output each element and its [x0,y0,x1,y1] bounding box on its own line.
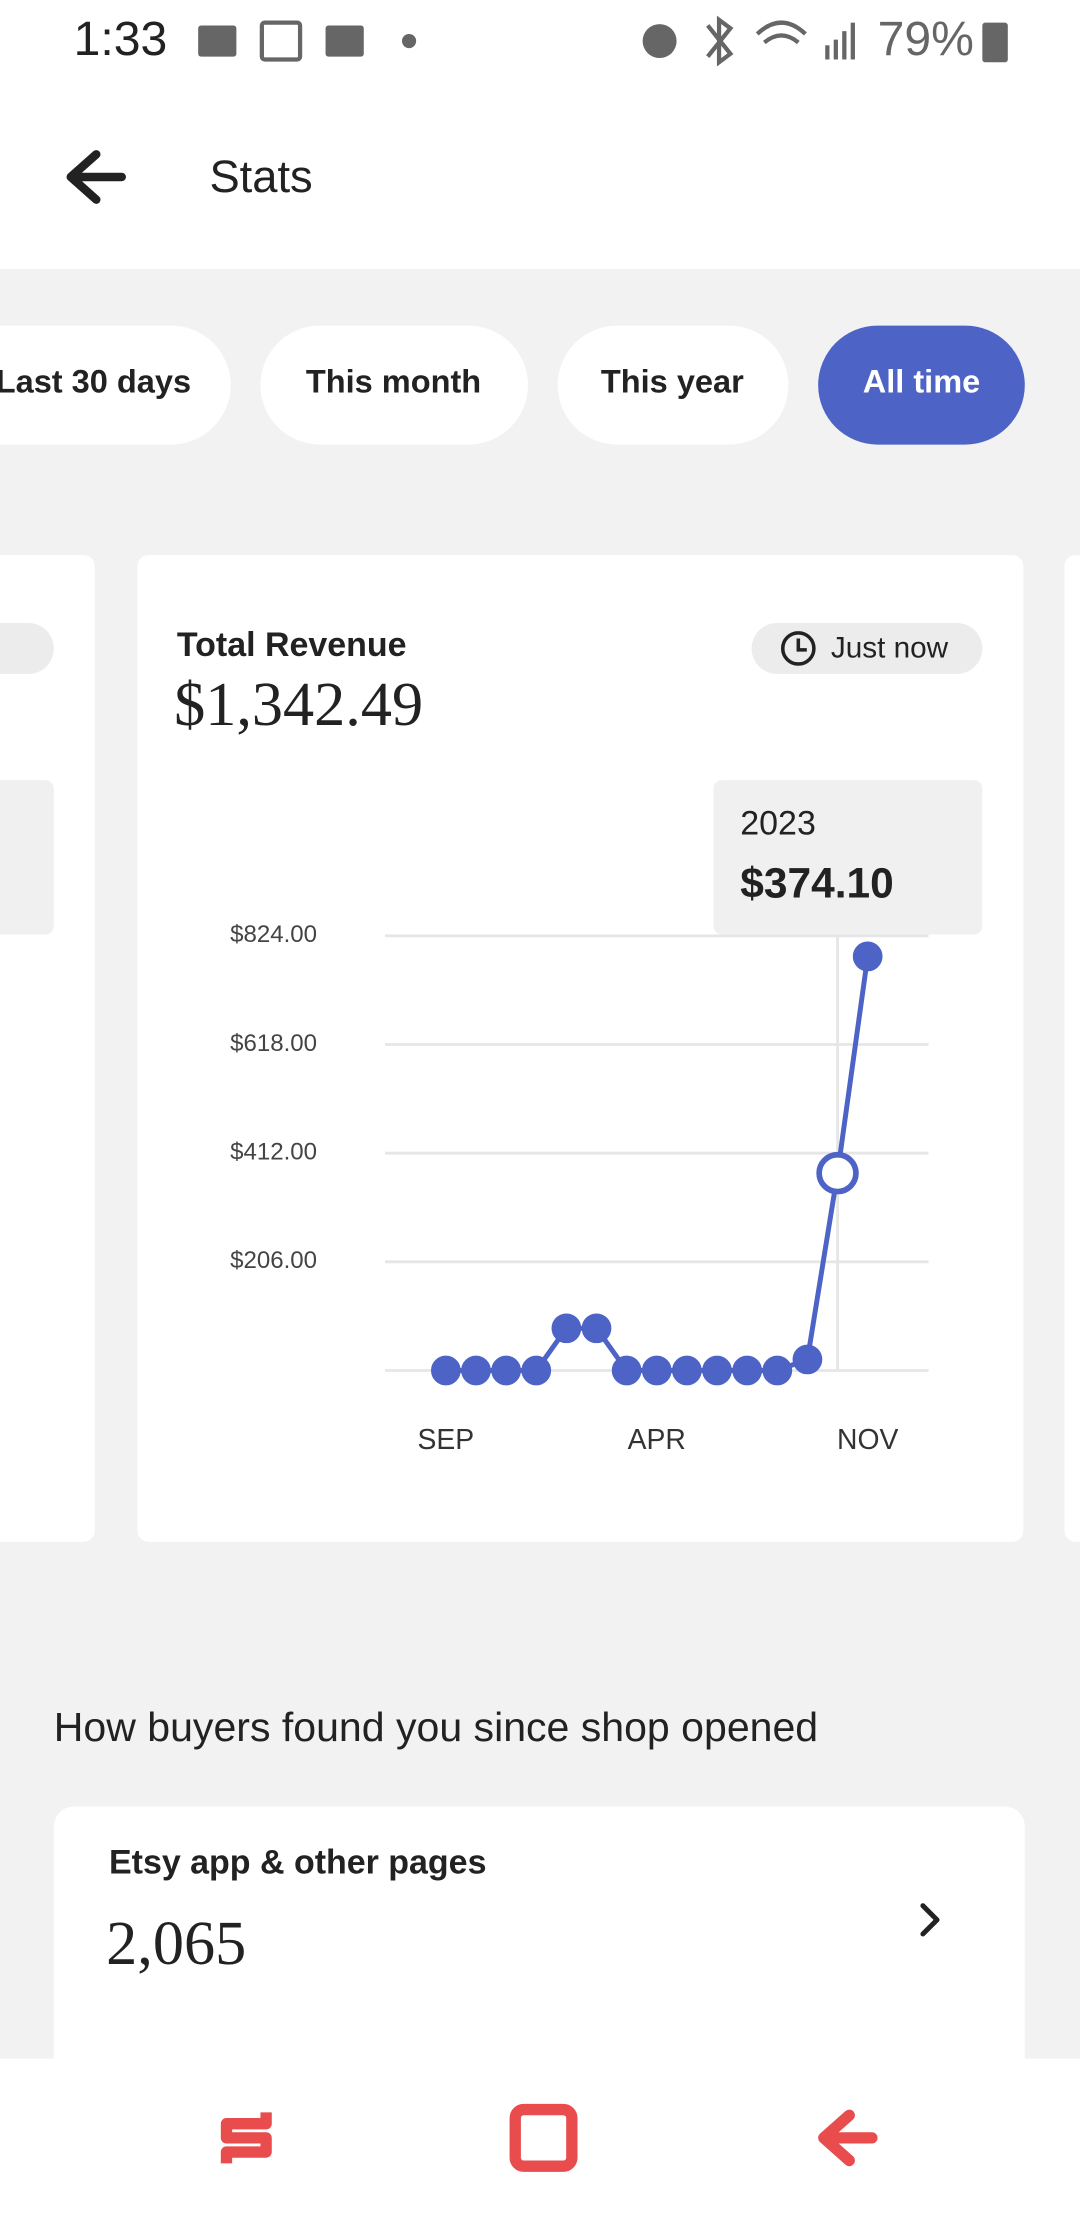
previous-card-tooltip [0,780,54,935]
y-tick-label: $412.00 [230,1139,317,1166]
status-time: 1:33 [74,12,168,66]
filter-label[interactable]: Last 30 days [0,363,191,399]
filter-label[interactable]: This month [306,363,481,399]
nav-bar [0,2058,1080,2220]
filter-label[interactable]: This year [601,363,744,399]
card-title: Total Revenue [177,626,407,664]
point [792,1344,823,1375]
point [702,1355,732,1386]
source-card[interactable] [53,1806,1025,2090]
point [491,1355,521,1386]
tooltip [713,780,983,935]
recents-button[interactable] [220,2112,272,2164]
point [431,1355,461,1386]
home-button[interactable] [509,2103,578,2172]
filter-label[interactable]: All time [863,363,981,399]
x-tick-label: APR [628,1423,686,1455]
battery-percent: 79% [878,12,974,66]
filter-chip[interactable] [557,325,789,445]
point [641,1355,672,1386]
y-tick-label: $206.00 [230,1247,317,1274]
notification-icons [198,15,1008,67]
filter-chip-selected[interactable] [818,325,1025,445]
clock-icon [780,631,816,666]
filter-chip[interactable] [260,325,528,445]
top-area [0,0,1080,270]
point [461,1355,491,1386]
tooltip-label: 2023 [740,804,816,842]
chevron[interactable] [920,1903,940,1937]
revenue-chart: $206.00 $412.00 $618.00 $824.00 SEP APR NOV [230,921,929,1455]
point [521,1355,552,1386]
tooltip-value: $374.10 [740,860,893,907]
point-highlight [816,1151,859,1195]
y-tick-label: $618.00 [230,1030,317,1057]
section-title: How buyers found you since shop opened [54,1704,818,1750]
point [672,1355,702,1386]
card-value: $1,342.49 [174,671,423,739]
x-tick-label: SEP [418,1423,475,1455]
page-title: Stats [209,151,312,202]
point [732,1355,763,1386]
back-button[interactable] [66,150,126,204]
badge-label: Just now [831,632,949,665]
x-tick-label: NOV [837,1423,898,1455]
point [611,1355,642,1386]
filter-chip[interactable] [0,325,231,445]
point [762,1355,793,1386]
y-tick-label: $824.00 [230,921,317,948]
back-nav-button[interactable] [818,2109,878,2167]
source-title: Etsy app & other pages [109,1844,486,1882]
point [551,1313,582,1344]
previous-card-badge [0,622,54,674]
previous-card[interactable] [0,555,95,1542]
point [581,1313,612,1344]
point [852,941,883,972]
source-value: 2,065 [106,1910,246,1978]
next-card[interactable] [1064,555,1080,1542]
